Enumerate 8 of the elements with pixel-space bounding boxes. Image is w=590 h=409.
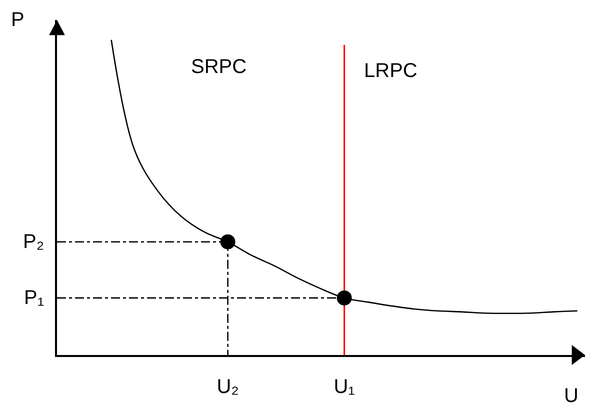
- x-tick-label: U₁: [334, 376, 356, 398]
- ref-line-label: P₁: [24, 287, 44, 309]
- y-axis-title: P: [11, 9, 24, 31]
- ref-line-label: P₂: [23, 231, 44, 253]
- ref-line-label: LRPC: [364, 60, 418, 82]
- x-axis-title: U: [564, 385, 578, 407]
- annotation: SRPC: [191, 56, 247, 78]
- x-tick-label: U₂: [216, 376, 239, 398]
